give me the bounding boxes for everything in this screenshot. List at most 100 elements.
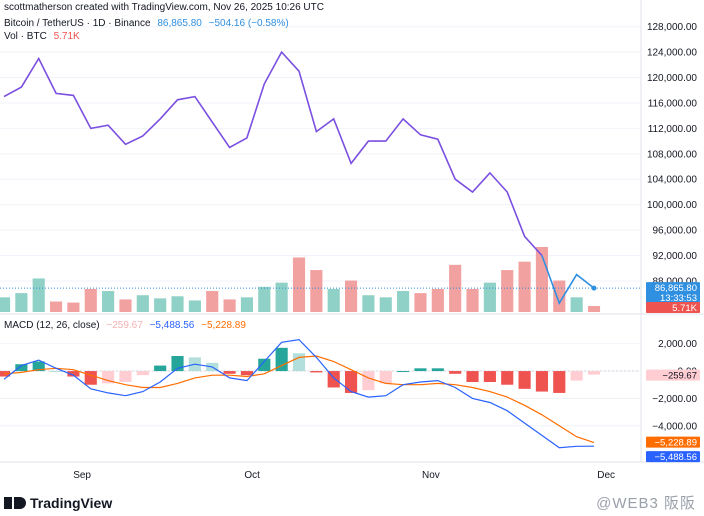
macd-hist-bar bbox=[379, 371, 392, 384]
volume-bar bbox=[570, 297, 583, 312]
macd-tick-label: −2,000.00 bbox=[652, 394, 697, 405]
volume-bar bbox=[397, 291, 410, 312]
macd-hist-bar bbox=[310, 371, 323, 373]
price-badge-text: 13:33:53 bbox=[660, 293, 697, 304]
macd-hist-bar bbox=[15, 364, 28, 372]
time-tick-label: Dec bbox=[597, 470, 615, 481]
price-badge-text: 86,865.80 bbox=[655, 283, 697, 294]
volume-bar bbox=[119, 299, 132, 312]
volume-bar bbox=[136, 295, 149, 312]
macd-badge-text: −5,488.56 bbox=[654, 452, 697, 463]
macd-line bbox=[3, 338, 595, 449]
volume-bar bbox=[449, 264, 462, 312]
macd-hist-bar bbox=[397, 371, 410, 373]
volume-bar bbox=[240, 297, 254, 312]
symbol-title[interactable]: Bitcoin / TetherUS · 1D · Binance bbox=[4, 18, 151, 29]
volume-bar bbox=[483, 282, 496, 312]
legend-volume: Vol · BTC 5.71K bbox=[4, 31, 80, 42]
macd-hist-bar bbox=[292, 353, 306, 372]
macd-hist-value: −259.67 bbox=[106, 320, 143, 331]
volume-bar bbox=[414, 293, 427, 312]
watermark-text: @WEB3 阪阪 bbox=[596, 495, 696, 512]
credit-text: scottmatherson created with TradingView.… bbox=[4, 2, 324, 13]
macd-hist-bar bbox=[535, 371, 549, 392]
time-tick-label: Oct bbox=[244, 470, 260, 481]
volume-bar bbox=[258, 286, 271, 312]
macd-signal-value: −5,228.89 bbox=[201, 320, 246, 331]
macd-hist-bar bbox=[483, 371, 496, 382]
macd-hist-bar bbox=[431, 368, 444, 372]
volume-bar bbox=[32, 278, 45, 312]
macd-hist-bar bbox=[518, 371, 531, 389]
volume-bar bbox=[431, 288, 444, 312]
price-tick-label: 116,000.00 bbox=[648, 98, 698, 109]
macd-hist-bar bbox=[49, 371, 63, 373]
hist-badge-text: −259.67 bbox=[662, 371, 697, 382]
price-tick-label: 100,000.00 bbox=[647, 200, 697, 211]
time-tick-label: Nov bbox=[422, 470, 440, 481]
price-change: −504.16 (−0.58%) bbox=[208, 18, 289, 29]
macd-hist-bar bbox=[344, 371, 358, 393]
volume-bar bbox=[275, 282, 288, 312]
macd-hist-bar bbox=[466, 371, 479, 382]
price-tick-label: 112,000.00 bbox=[648, 124, 698, 135]
tradingview-mark-icon bbox=[4, 497, 26, 509]
price-scale[interactable]: 128,000.00 124,000.00 120,000.00 116,000.00… bbox=[647, 22, 698, 432]
price-tick-label: 124,000.00 bbox=[647, 48, 697, 59]
volume-bar bbox=[84, 288, 97, 312]
price-series bbox=[0, 50, 641, 306]
price-badge-bg bbox=[646, 282, 700, 304]
volume-bar bbox=[15, 293, 28, 312]
vol-badge-bg bbox=[646, 302, 700, 313]
vol-badge-text: 5.71K bbox=[672, 303, 697, 314]
macd-hist-bar bbox=[501, 371, 514, 385]
volume-bar bbox=[292, 257, 306, 312]
signal-badge-text: −5,228.89 bbox=[654, 438, 697, 449]
macd-hist-bar bbox=[587, 371, 601, 375]
volume-bar bbox=[188, 300, 201, 312]
macd-hist-bar bbox=[275, 347, 288, 372]
macd-hist-bar bbox=[119, 371, 132, 382]
signal-badge-bg bbox=[646, 436, 700, 448]
last-price: 86,865.80 bbox=[157, 18, 202, 29]
tradingview-logo[interactable]: TradingView bbox=[4, 495, 112, 511]
volume-bar bbox=[587, 306, 601, 312]
macd-hist-bar bbox=[362, 371, 375, 391]
volume-bar bbox=[344, 280, 358, 312]
volume-bar bbox=[466, 288, 479, 312]
time-scale[interactable]: Sep Oct Nov Dec bbox=[73, 470, 615, 481]
macd-hist-bar bbox=[67, 371, 80, 377]
volume-bar bbox=[223, 299, 236, 312]
volume-bar bbox=[171, 296, 184, 312]
legend-macd: MACD (12, 26, close) −259.67 −5,488.56 −… bbox=[4, 320, 246, 331]
volume-bar bbox=[102, 291, 115, 312]
hist-badge-bg bbox=[646, 369, 700, 381]
vol-label[interactable]: Vol · BTC bbox=[4, 31, 47, 42]
macd-label[interactable]: MACD (12, 26, close) bbox=[4, 320, 100, 331]
macd-tick-label: 2,000.00 bbox=[658, 339, 697, 350]
volume-bar bbox=[379, 297, 392, 312]
vol-value: 5.71K bbox=[53, 31, 80, 42]
volume-bar bbox=[154, 298, 167, 312]
volume-bar bbox=[501, 270, 514, 312]
macd-hist-bar bbox=[414, 368, 427, 372]
price-tick-label: 96,000.00 bbox=[653, 226, 698, 237]
macd-badge-bg bbox=[646, 451, 700, 463]
macd-hist-bar bbox=[102, 371, 115, 384]
volume-bars bbox=[0, 247, 601, 312]
macd-hist-bar bbox=[258, 358, 271, 372]
macd-hist-bar bbox=[154, 365, 167, 372]
macd-hist-bar bbox=[240, 371, 254, 376]
time-tick-label: Sep bbox=[73, 470, 91, 481]
price-tick-label: 120,000.00 bbox=[647, 73, 697, 84]
macd-tick-label: −4,000.00 bbox=[652, 421, 697, 432]
volume-bar bbox=[310, 270, 323, 312]
price-line bbox=[3, 50, 543, 257]
price-tick-label: 92,000.00 bbox=[653, 251, 698, 262]
volume-bar bbox=[362, 295, 375, 312]
volume-bar bbox=[0, 297, 11, 312]
price-tick-label: 128,000.00 bbox=[647, 22, 697, 33]
macd-hist-bar bbox=[32, 361, 45, 372]
